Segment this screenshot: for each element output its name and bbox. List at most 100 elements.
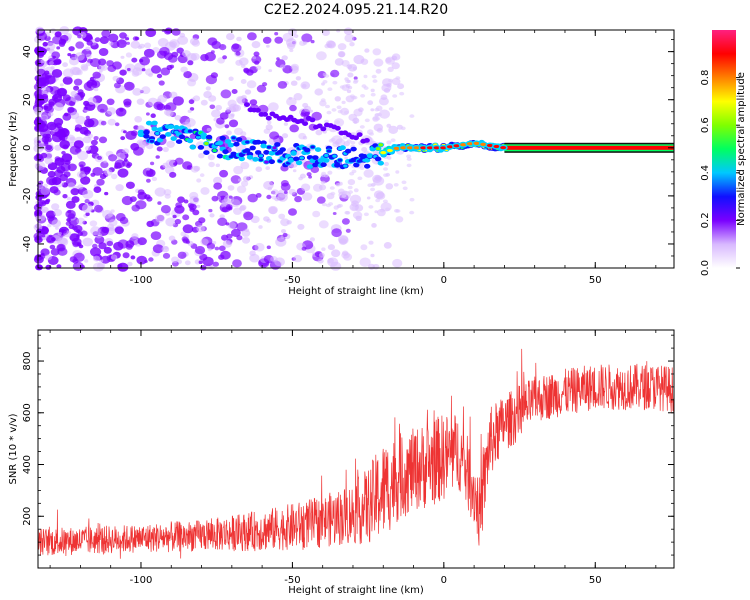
heatmap-cell [104, 169, 113, 176]
heatmap-cell [353, 76, 358, 80]
snr-x-tick-label: -100 [130, 575, 153, 586]
heatmap-cell [372, 79, 378, 83]
heatmap-cell [255, 65, 262, 71]
heatmap-cell [317, 71, 327, 79]
heatmap-cell [177, 251, 187, 259]
heatmap-cell [90, 139, 98, 146]
heatmap-cell [213, 182, 223, 190]
heatmap-ridge-cell [312, 155, 319, 161]
heatmap-cell [61, 229, 67, 234]
heatmap-cell [174, 115, 182, 121]
heatmap-cell [87, 133, 93, 139]
heatmap-cell [297, 223, 305, 230]
heatmap-ridge-core [324, 153, 329, 158]
heatmap-cell [334, 58, 344, 66]
heatmap-cell [337, 109, 343, 114]
heatmap-cell [337, 203, 343, 208]
heatmap-cell [148, 257, 154, 262]
heatmap-cell [200, 238, 209, 246]
heatmap-cell [123, 130, 127, 134]
heatmap-ridge-cell [170, 136, 177, 142]
heatmap-ridge-cell [252, 156, 259, 162]
heatmap-cell [146, 196, 153, 202]
heatmap-cell [160, 205, 171, 214]
heatmap-cell [146, 178, 151, 183]
heatmap-cell [290, 63, 299, 71]
heatmap-cell [166, 64, 173, 71]
heatmap-cell [242, 175, 250, 182]
heatmap-cell [266, 44, 270, 48]
heatmap-cell [76, 69, 83, 76]
heatmap-cell [67, 53, 72, 57]
heatmap-ridge-branch-cell [320, 126, 327, 132]
heatmap-cell [321, 202, 327, 207]
heatmap-cell [69, 136, 75, 141]
heatmap-cell [108, 41, 114, 46]
heatmap-cell [324, 74, 330, 78]
heatmap-cell [286, 38, 297, 48]
heatmap-cell [186, 165, 193, 170]
heatmap-cell [369, 132, 374, 136]
heatmap-cell [206, 127, 212, 132]
heatmap-cell [209, 104, 216, 110]
heatmap-cell [215, 104, 223, 111]
heatmap-ridge-bright-core [406, 146, 413, 150]
heatmap-cell [51, 219, 62, 228]
heatmap-ridge-cell [364, 157, 371, 163]
heatmap-cell [73, 85, 80, 91]
heatmap-cell [388, 125, 399, 134]
heatmap-cell [236, 95, 246, 104]
heatmap-cell [376, 127, 383, 133]
heatmap-cell [226, 33, 235, 41]
heatmap-cell [289, 124, 300, 133]
heatmap-ridge-branch-cell [356, 132, 363, 138]
heatmap-cell [103, 246, 112, 254]
heatmap-cell [347, 179, 356, 186]
heatmap-cell [331, 228, 342, 238]
snr-y-axis-label: SNR (10 * v/v) [8, 413, 19, 484]
heatmap-cell [321, 247, 326, 251]
heatmap-cell [353, 54, 365, 65]
heatmap-cell [125, 130, 137, 140]
heatmap-cell [87, 118, 99, 128]
heatmap-cell [123, 81, 135, 91]
heatmap-cell [198, 153, 205, 159]
heatmap-cell [316, 196, 326, 204]
heatmap-cell [383, 167, 388, 171]
heatmap-cell [341, 251, 350, 259]
heatmap-cell [141, 86, 151, 95]
heatmap-cell [65, 221, 72, 226]
heatmap-cell [117, 262, 129, 272]
heatmap-cell [45, 145, 53, 151]
heatmap-cell [131, 233, 139, 240]
heatmap-cell [83, 100, 90, 106]
heatmap-cell [181, 236, 188, 242]
heatmap-cell [234, 127, 243, 136]
heatmap-ridge-branch-cell [334, 125, 341, 131]
heatmap-cell [219, 214, 225, 219]
heatmap-ridge-bright-core [480, 142, 487, 146]
heatmap-cell [302, 41, 308, 45]
heatmap-cell [397, 83, 405, 90]
heatmap-ridge-cell [290, 151, 297, 156]
heatmap-cell [177, 196, 185, 203]
heatmap-cell [183, 71, 192, 79]
heatmap-cell [193, 165, 201, 172]
heatmap-cell [366, 196, 371, 200]
heatmap-ridge-core [375, 147, 381, 151]
heatmap-cell [136, 98, 145, 105]
heatmap-cell [113, 82, 121, 89]
heatmap-cell [301, 183, 311, 192]
heatmap-cell [300, 81, 311, 90]
heatmap-cell [185, 240, 190, 244]
heatmap-y-tick-label: -20 [22, 188, 33, 204]
heatmap-cell [213, 176, 223, 185]
heatmap-cell [387, 156, 392, 160]
heatmap-cell [322, 80, 328, 84]
heatmap-cell [59, 174, 68, 182]
heatmap-cell [406, 163, 412, 168]
heatmap-cell [148, 73, 153, 78]
heatmap-cell [359, 166, 365, 170]
heatmap-cell [162, 162, 169, 169]
heatmap-cell [109, 226, 115, 232]
